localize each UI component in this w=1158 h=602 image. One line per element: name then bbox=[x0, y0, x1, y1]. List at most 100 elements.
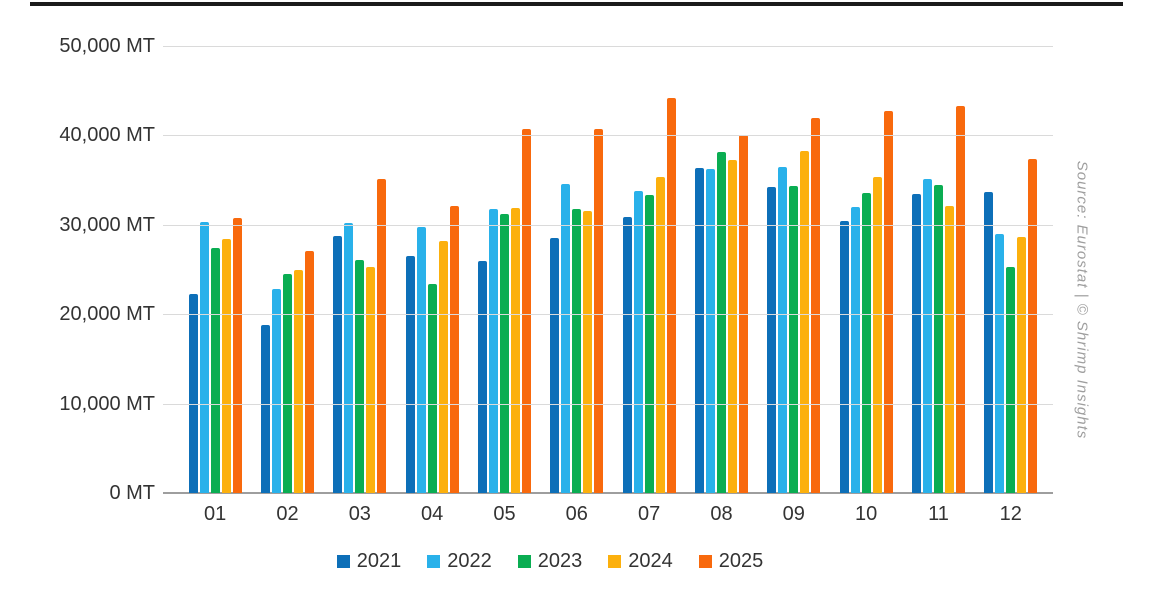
bar-2025-m04 bbox=[449, 206, 459, 493]
y-axis: 0 MT 10,000 MT 20,000 MT 30,000 MT 40,000 MT… bbox=[0, 0, 155, 504]
top-divider-rule bbox=[30, 2, 1123, 6]
legend-label: 2024 bbox=[628, 549, 673, 572]
legend-item-2021: 2021 bbox=[336, 549, 402, 573]
bar-2022-m05 bbox=[488, 208, 498, 493]
bar-2024-m11 bbox=[944, 206, 954, 493]
bar-2021-m07 bbox=[622, 216, 632, 493]
x-tick-label: 12 bbox=[999, 503, 1022, 525]
bar-2023-m07 bbox=[644, 195, 654, 493]
legend: 2021 2022 2023 2024 2025 bbox=[0, 546, 1100, 576]
bar-2025-m05 bbox=[521, 129, 531, 493]
bar-group-11: 11 bbox=[902, 46, 974, 525]
y-tick-label: 0 MT bbox=[109, 482, 155, 504]
plot-area: 01 02 03 04 05 06 07 08 09 10 11 12 bbox=[163, 46, 1053, 525]
bar-2022-m11 bbox=[922, 179, 932, 493]
legend-label: 2022 bbox=[447, 549, 492, 572]
bar-2021-m06 bbox=[550, 238, 560, 493]
bar-group-05: 05 bbox=[468, 46, 540, 525]
bar-group-04: 04 bbox=[396, 46, 468, 525]
bar-group-12: 12 bbox=[975, 46, 1047, 525]
bar-2023-m02 bbox=[282, 273, 292, 493]
y-tick-label: 30,000 MT bbox=[59, 213, 155, 236]
bar-2023-m12 bbox=[1006, 266, 1016, 493]
bar-2024-m02 bbox=[293, 269, 303, 493]
bar-2024-m03 bbox=[366, 266, 376, 493]
x-tick-label: 07 bbox=[638, 503, 661, 525]
legend-label: 2023 bbox=[537, 549, 583, 572]
bar-2022-m08 bbox=[705, 169, 715, 493]
bar-2025-m12 bbox=[1028, 158, 1038, 493]
bar-2022-m02 bbox=[271, 289, 281, 493]
gridline bbox=[163, 314, 1053, 316]
legend-label: 2021 bbox=[356, 549, 402, 572]
bar-2025-m11 bbox=[955, 105, 965, 493]
bar-2022-m01 bbox=[199, 222, 209, 493]
bar-2023-m05 bbox=[499, 214, 509, 493]
bar-2022-m07 bbox=[633, 190, 643, 493]
x-tick-label: 11 bbox=[928, 503, 949, 525]
bar-2022-m10 bbox=[850, 206, 860, 493]
bar-2024-m09 bbox=[800, 150, 810, 493]
bar-2023-m08 bbox=[716, 152, 726, 493]
legend-label: 2025 bbox=[718, 549, 764, 572]
bar-2023-m06 bbox=[572, 208, 582, 493]
bar-2021-m01 bbox=[188, 293, 198, 493]
x-tick-label: 02 bbox=[276, 503, 299, 525]
bar-group-02: 02 bbox=[251, 46, 323, 525]
y-tick-label: 10,000 MT bbox=[59, 392, 155, 415]
bar-2021-m10 bbox=[839, 221, 849, 493]
bar-2022-m12 bbox=[995, 233, 1005, 493]
bars-row: 01 02 03 04 05 06 07 08 09 10 11 12 bbox=[163, 46, 1053, 525]
bar-group-03: 03 bbox=[324, 46, 396, 525]
bar-2024-m01 bbox=[221, 239, 231, 493]
legend-item-2025: 2025 bbox=[698, 549, 764, 573]
bar-2025-m01 bbox=[232, 217, 242, 493]
legend-swatch-2021 bbox=[336, 554, 350, 568]
bar-2022-m03 bbox=[344, 223, 354, 493]
bar-2025-m03 bbox=[377, 179, 387, 493]
x-axis-baseline bbox=[163, 492, 1053, 494]
source-note: Source: Eurostat | © Shrimp Insights bbox=[1073, 160, 1091, 440]
legend-item-2024: 2024 bbox=[608, 550, 673, 573]
x-tick-label: 06 bbox=[565, 503, 588, 525]
y-tick-label: 50,000 MT bbox=[59, 35, 155, 57]
x-tick-label: 03 bbox=[348, 503, 371, 525]
bar-2021-m05 bbox=[477, 261, 487, 493]
legend-swatch-2024 bbox=[608, 554, 622, 568]
bar-2023-m10 bbox=[861, 192, 871, 493]
x-tick-label: 10 bbox=[854, 503, 878, 525]
bar-group-06: 06 bbox=[541, 46, 613, 525]
bar-2021-m02 bbox=[260, 324, 270, 493]
bar-2024-m10 bbox=[872, 176, 882, 493]
bar-2024-m05 bbox=[510, 207, 520, 493]
bar-2021-m11 bbox=[911, 194, 921, 493]
bar-2022-m09 bbox=[778, 166, 788, 493]
bar-2021-m03 bbox=[333, 236, 343, 493]
bar-2022-m04 bbox=[416, 227, 426, 493]
x-tick-label: 09 bbox=[782, 503, 805, 525]
legend-swatch-2025 bbox=[698, 554, 712, 568]
bar-2023-m11 bbox=[933, 185, 943, 493]
bar-2025-m07 bbox=[666, 97, 676, 493]
x-tick-label: 08 bbox=[710, 503, 733, 525]
bar-group-07: 07 bbox=[613, 46, 685, 525]
bar-2023-m04 bbox=[427, 283, 437, 493]
x-tick-label: 05 bbox=[493, 503, 516, 525]
bar-2024-m07 bbox=[655, 176, 665, 493]
x-tick-label: 01 bbox=[204, 503, 227, 525]
bar-group-09: 09 bbox=[758, 46, 830, 525]
bar-2025-m02 bbox=[304, 250, 314, 493]
legend-swatch-2023 bbox=[517, 554, 531, 568]
bar-2025-m06 bbox=[594, 129, 604, 493]
bar-2024-m06 bbox=[583, 210, 593, 493]
bar-2025-m08 bbox=[738, 134, 748, 493]
legend-swatch-2022 bbox=[427, 554, 441, 568]
gridline bbox=[163, 403, 1053, 405]
bar-2024-m08 bbox=[727, 159, 737, 493]
y-tick-label: 40,000 MT bbox=[59, 124, 155, 147]
bar-2023-m01 bbox=[210, 248, 220, 493]
bar-group-08: 08 bbox=[685, 46, 757, 525]
legend-item-2022: 2022 bbox=[427, 550, 492, 573]
bar-group-01: 01 bbox=[179, 46, 251, 525]
